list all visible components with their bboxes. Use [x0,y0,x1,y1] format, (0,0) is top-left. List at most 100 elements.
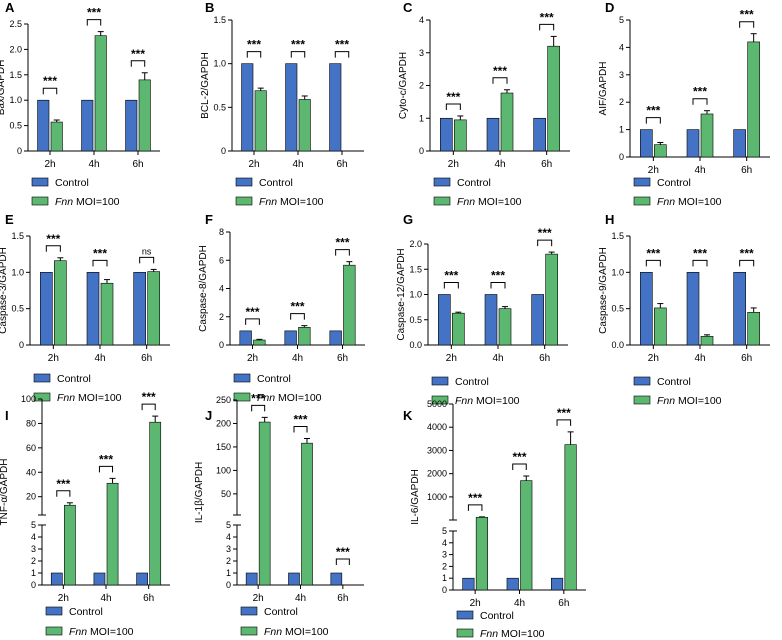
panel-a: A 0 0.5 1.0 1.5 2.0 2.5 Bax/GAPDH 2h *** 4h *** 6h **… [0,0,160,208]
legend: Control Fnn MOI=100 [33,373,122,404]
x-tick-label: 2h [58,593,69,604]
panel-j: J 0 1 2 3 4 5 50 100 150 200 250 IL-1β/GAPDH 2h *** 4h *… [194,391,364,638]
y-tick-label: 3 [31,544,36,554]
significance-label: *** [693,85,707,99]
significance-bracket [86,19,102,26]
significance-bracket [245,318,260,325]
significance-label: *** [247,38,261,52]
y-tick-label: 2 [219,312,224,322]
significance-label: *** [538,226,552,240]
legend-label-control: Control [69,606,103,618]
bar-fnn [700,335,714,346]
y-axis-label: BCL-2/GAPDH [200,52,211,119]
legend-swatch-fnn [433,196,451,206]
legend-label-fnn-italic: Fnn [457,196,475,208]
legend-label-fnn: Fnn MOI=100 [657,196,722,208]
y-tick-label: 40 [26,467,36,477]
y-tick-label: 80 [26,418,36,428]
x-tick-label: 6h [741,353,752,364]
legend: Control Fnn MOI=100 [235,177,324,208]
significance-bracket [246,51,262,58]
significance-bracket [539,23,555,31]
panel-letter: F [205,212,213,227]
significance-bracket [290,313,305,320]
bar-fnn [747,41,760,158]
panel-letter: E [5,212,14,227]
bar-control [640,272,653,346]
significance-label: *** [646,104,660,118]
bar-fnn [54,260,67,346]
legend-label-fnn-italic: Fnn [57,392,75,404]
bar-fnn [452,312,465,346]
legend-swatch-control [235,177,253,187]
panel-letter: B [205,0,214,15]
y-tick-label: 0 [219,340,224,350]
bar-control [484,294,498,346]
y-tick-label: 0.5 [11,304,24,314]
y-tick-label: 1.5 [213,15,226,25]
bar-fnn [147,271,160,346]
bar-control [50,572,63,586]
x-tick-label: 4h [295,593,306,604]
x-tick-label: 4h [694,165,705,176]
bar-fnn [298,99,311,152]
x-tick-label: 6h [143,593,154,604]
panel-letter: H [605,212,614,227]
bar-control [330,572,343,586]
y-tick-label: 1.5 [9,70,22,80]
y-tick-label: 5 [226,520,231,530]
y-axis-label: IL-1β/GAPDH [194,462,205,523]
y-axis-label: Caspase-9/GAPDH [598,247,609,334]
x-tick-label: 6h [132,159,143,170]
legend-label-fnn-italic: Fnn [55,196,73,208]
x-tick-label: 2h [470,598,481,609]
legend-swatch-fnn [633,196,651,206]
bar-fnn [94,35,107,152]
bar-control [506,577,519,591]
y-tick-label: 0 [17,146,22,156]
y-tick-label: 150 [216,442,231,452]
legend-label-control: Control [257,373,291,385]
y-tick-label: 0 [221,146,226,156]
legend-swatch-control [233,373,251,383]
panel-letter: C [403,0,413,15]
bar-fnn [64,504,76,586]
y-tick-label: 4 [31,532,36,542]
legend-label-fnn-italic: Fnn [657,395,675,407]
y-tick-label: 1.0 [11,267,24,277]
legend-label-control: Control [657,177,691,189]
x-tick-label: 4h [494,159,505,170]
y-tick-label: 200 [216,418,231,428]
x-tick-label: 6h [337,353,348,364]
y-tick-label: 2.5 [9,19,22,29]
y-tick-label: 5 [31,520,36,530]
x-tick-label: 2h [648,353,659,364]
significance-bracket [443,282,459,289]
y-tick-label: 20 [26,492,36,502]
legend-swatch-fnn [240,626,258,636]
x-tick-label: 2h [248,159,259,170]
significance-label: *** [131,47,145,61]
significance-label: *** [444,269,458,283]
y-tick-label: 3 [419,48,424,58]
y-axis-label: Cyto-c/GAPDH [398,52,409,119]
significance-label: *** [93,246,107,260]
significance-label: *** [335,38,349,52]
significance-bracket [251,404,266,412]
y-tick-label: 4 [442,538,447,548]
significance-label: *** [468,491,482,505]
legend-label-fnn: Fnn MOI=100 [455,395,520,407]
y-tick-label: 1 [31,568,36,578]
significance-label: *** [540,10,554,24]
bar-control [136,572,148,586]
y-tick-label: 1.5 [611,231,624,241]
legend-label-fnn-rest: MOI=100 [275,392,322,404]
significance-bracket [56,490,71,497]
bar-fnn [100,282,114,346]
legend-label-fnn-rest: MOI=100 [87,626,134,638]
significance-bracket [692,259,708,267]
bar-fnn [700,113,714,158]
y-tick-label: 1 [226,568,231,578]
